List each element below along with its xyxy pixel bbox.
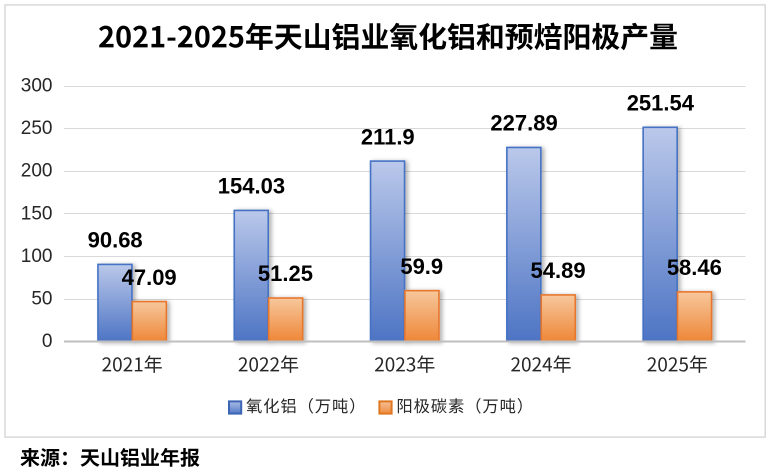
svg-text:250: 250 <box>21 118 53 139</box>
svg-text:154.03: 154.03 <box>218 174 285 199</box>
svg-text:0: 0 <box>42 331 53 352</box>
svg-text:47.09: 47.09 <box>122 265 177 290</box>
svg-text:227.89: 227.89 <box>490 111 557 136</box>
svg-text:58.46: 58.46 <box>667 255 722 280</box>
svg-text:251.54: 251.54 <box>627 91 695 116</box>
svg-text:211.9: 211.9 <box>361 124 415 149</box>
svg-text:54.89: 54.89 <box>531 258 586 283</box>
svg-text:90.68: 90.68 <box>88 228 143 253</box>
svg-text:51.25: 51.25 <box>258 261 313 286</box>
svg-text:100: 100 <box>21 246 53 267</box>
svg-text:150: 150 <box>21 203 53 224</box>
svg-text:59.9: 59.9 <box>400 254 443 279</box>
svg-text:50: 50 <box>31 289 52 310</box>
svg-text:300: 300 <box>21 76 53 97</box>
svg-text:200: 200 <box>21 161 53 182</box>
